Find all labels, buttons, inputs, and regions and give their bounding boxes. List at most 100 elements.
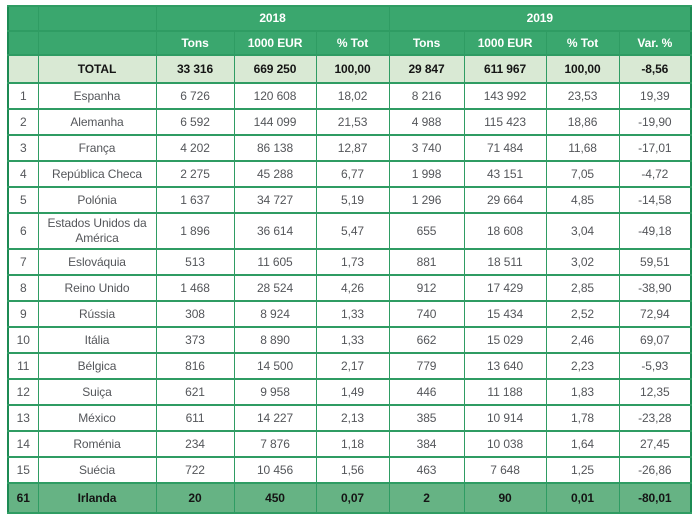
- value-cell: 912: [388, 274, 465, 302]
- value-cell: 7 648: [463, 456, 547, 484]
- rank-cell: 4: [7, 160, 39, 188]
- value-cell: -5,93: [618, 352, 692, 380]
- value-cell: 10 914: [463, 404, 547, 432]
- value-cell: 69,07: [618, 326, 692, 354]
- value-cell: 450: [233, 482, 317, 514]
- table-header: 2018 2019 Tons 1000 EUR % Tot Tons 1000 …: [7, 5, 692, 56]
- value-cell: 6 592: [155, 108, 235, 136]
- value-cell: -4,72: [618, 160, 692, 188]
- col-header-eur-2018: 1000 EUR: [233, 30, 317, 56]
- table-row: 8 Reino Unido 1 468 28 524 4,26 912 17 429 2,85…: [7, 274, 692, 302]
- value-cell: 59,51: [618, 248, 692, 276]
- rank-cell: 61: [7, 482, 39, 514]
- total-row: TOTAL 33 316 669 250 100,00 29 847 611 967 100…: [7, 54, 692, 84]
- value-cell: 4,26: [315, 274, 390, 302]
- value-cell: 29 664: [463, 186, 547, 214]
- country-cell: Rússia: [37, 300, 157, 328]
- rank-cell: 2: [7, 108, 39, 136]
- value-cell: 7 876: [233, 430, 317, 458]
- value-cell: -8,56: [618, 54, 692, 84]
- value-cell: 373: [155, 326, 235, 354]
- value-cell: 18 511: [463, 248, 547, 276]
- value-cell: 6,77: [315, 160, 390, 188]
- value-cell: 8 924: [233, 300, 317, 328]
- value-cell: -19,90: [618, 108, 692, 136]
- value-cell: 34 727: [233, 186, 317, 214]
- value-cell: 385: [388, 404, 465, 432]
- value-cell: 143 992: [463, 82, 547, 110]
- value-cell: 17 429: [463, 274, 547, 302]
- value-cell: 12,35: [618, 378, 692, 406]
- value-cell: 115 423: [463, 108, 547, 136]
- value-cell: 1,18: [315, 430, 390, 458]
- country-cell: Roménia: [37, 430, 157, 458]
- country-cell: Eslováquia: [37, 248, 157, 276]
- rank-cell: 6: [7, 212, 39, 250]
- value-cell: 2,52: [545, 300, 620, 328]
- table-row: 9 Rússia 308 8 924 1,33 740 15 434 2,52 72,94: [7, 300, 692, 328]
- table-row: 10 Itália 373 8 890 1,33 662 15 029 2,46 69,07: [7, 326, 692, 354]
- value-cell: 19,39: [618, 82, 692, 110]
- value-cell: -49,18: [618, 212, 692, 250]
- value-cell: 779: [388, 352, 465, 380]
- value-cell: 816: [155, 352, 235, 380]
- table-body: TOTAL 33 316 669 250 100,00 29 847 611 967 100…: [7, 54, 692, 514]
- year-2018-header: 2018: [155, 5, 390, 32]
- value-cell: 1 637: [155, 186, 235, 214]
- value-cell: 23,53: [545, 82, 620, 110]
- year-header-row: 2018 2019: [7, 5, 692, 32]
- value-cell: 0,01: [545, 482, 620, 514]
- value-cell: 11,68: [545, 134, 620, 162]
- value-cell: 234: [155, 430, 235, 458]
- table-row: 6 Estados Unidos da América 1 896 36 614 5,4…: [7, 212, 692, 250]
- value-cell: 13 640: [463, 352, 547, 380]
- rank-header-blank: [7, 5, 39, 32]
- value-cell: 21,53: [315, 108, 390, 136]
- rank-cell: 14: [7, 430, 39, 458]
- value-cell: 3,02: [545, 248, 620, 276]
- value-cell: 2,23: [545, 352, 620, 380]
- value-cell: 86 138: [233, 134, 317, 162]
- country-cell: Suiça: [37, 378, 157, 406]
- table-row: 12 Suiça 621 9 958 1,49 446 11 188 1,83 12,35: [7, 378, 692, 406]
- value-cell: -14,58: [618, 186, 692, 214]
- rank-cell: 10: [7, 326, 39, 354]
- country-cell: França: [37, 134, 157, 162]
- value-cell: 446: [388, 378, 465, 406]
- value-cell: 4 202: [155, 134, 235, 162]
- value-cell: -23,28: [618, 404, 692, 432]
- value-cell: 14 500: [233, 352, 317, 380]
- country-cell: Reino Unido: [37, 274, 157, 302]
- value-cell: 1,64: [545, 430, 620, 458]
- value-cell: 881: [388, 248, 465, 276]
- value-cell: 15 434: [463, 300, 547, 328]
- value-cell: 71 484: [463, 134, 547, 162]
- country-header-blank: [37, 5, 157, 32]
- value-cell: 72,94: [618, 300, 692, 328]
- country-cell: Espanha: [37, 82, 157, 110]
- table-row: 2 Alemanha 6 592 144 099 21,53 4 988 115 423 18…: [7, 108, 692, 136]
- col-header-pct-2019: % Tot: [545, 30, 620, 56]
- value-cell: 611 967: [463, 54, 547, 84]
- value-cell: 463: [388, 456, 465, 484]
- value-cell: 45 288: [233, 160, 317, 188]
- rank-cell: 11: [7, 352, 39, 380]
- value-cell: 29 847: [388, 54, 465, 84]
- value-cell: 655: [388, 212, 465, 250]
- value-cell: 100,00: [545, 54, 620, 84]
- value-cell: 1 296: [388, 186, 465, 214]
- value-cell: 2: [388, 482, 465, 514]
- value-cell: -26,86: [618, 456, 692, 484]
- highlight-row: 61 Irlanda 20 450 0,07 2 90 0,01 -80,01: [7, 482, 692, 514]
- country-cell: Alemanha: [37, 108, 157, 136]
- value-cell: 4,85: [545, 186, 620, 214]
- value-cell: 12,87: [315, 134, 390, 162]
- rank-cell: 9: [7, 300, 39, 328]
- value-cell: 10 456: [233, 456, 317, 484]
- value-cell: 1,49: [315, 378, 390, 406]
- value-cell: 14 227: [233, 404, 317, 432]
- value-cell: 740: [388, 300, 465, 328]
- value-cell: 1,56: [315, 456, 390, 484]
- value-cell: 1,73: [315, 248, 390, 276]
- value-cell: 1 998: [388, 160, 465, 188]
